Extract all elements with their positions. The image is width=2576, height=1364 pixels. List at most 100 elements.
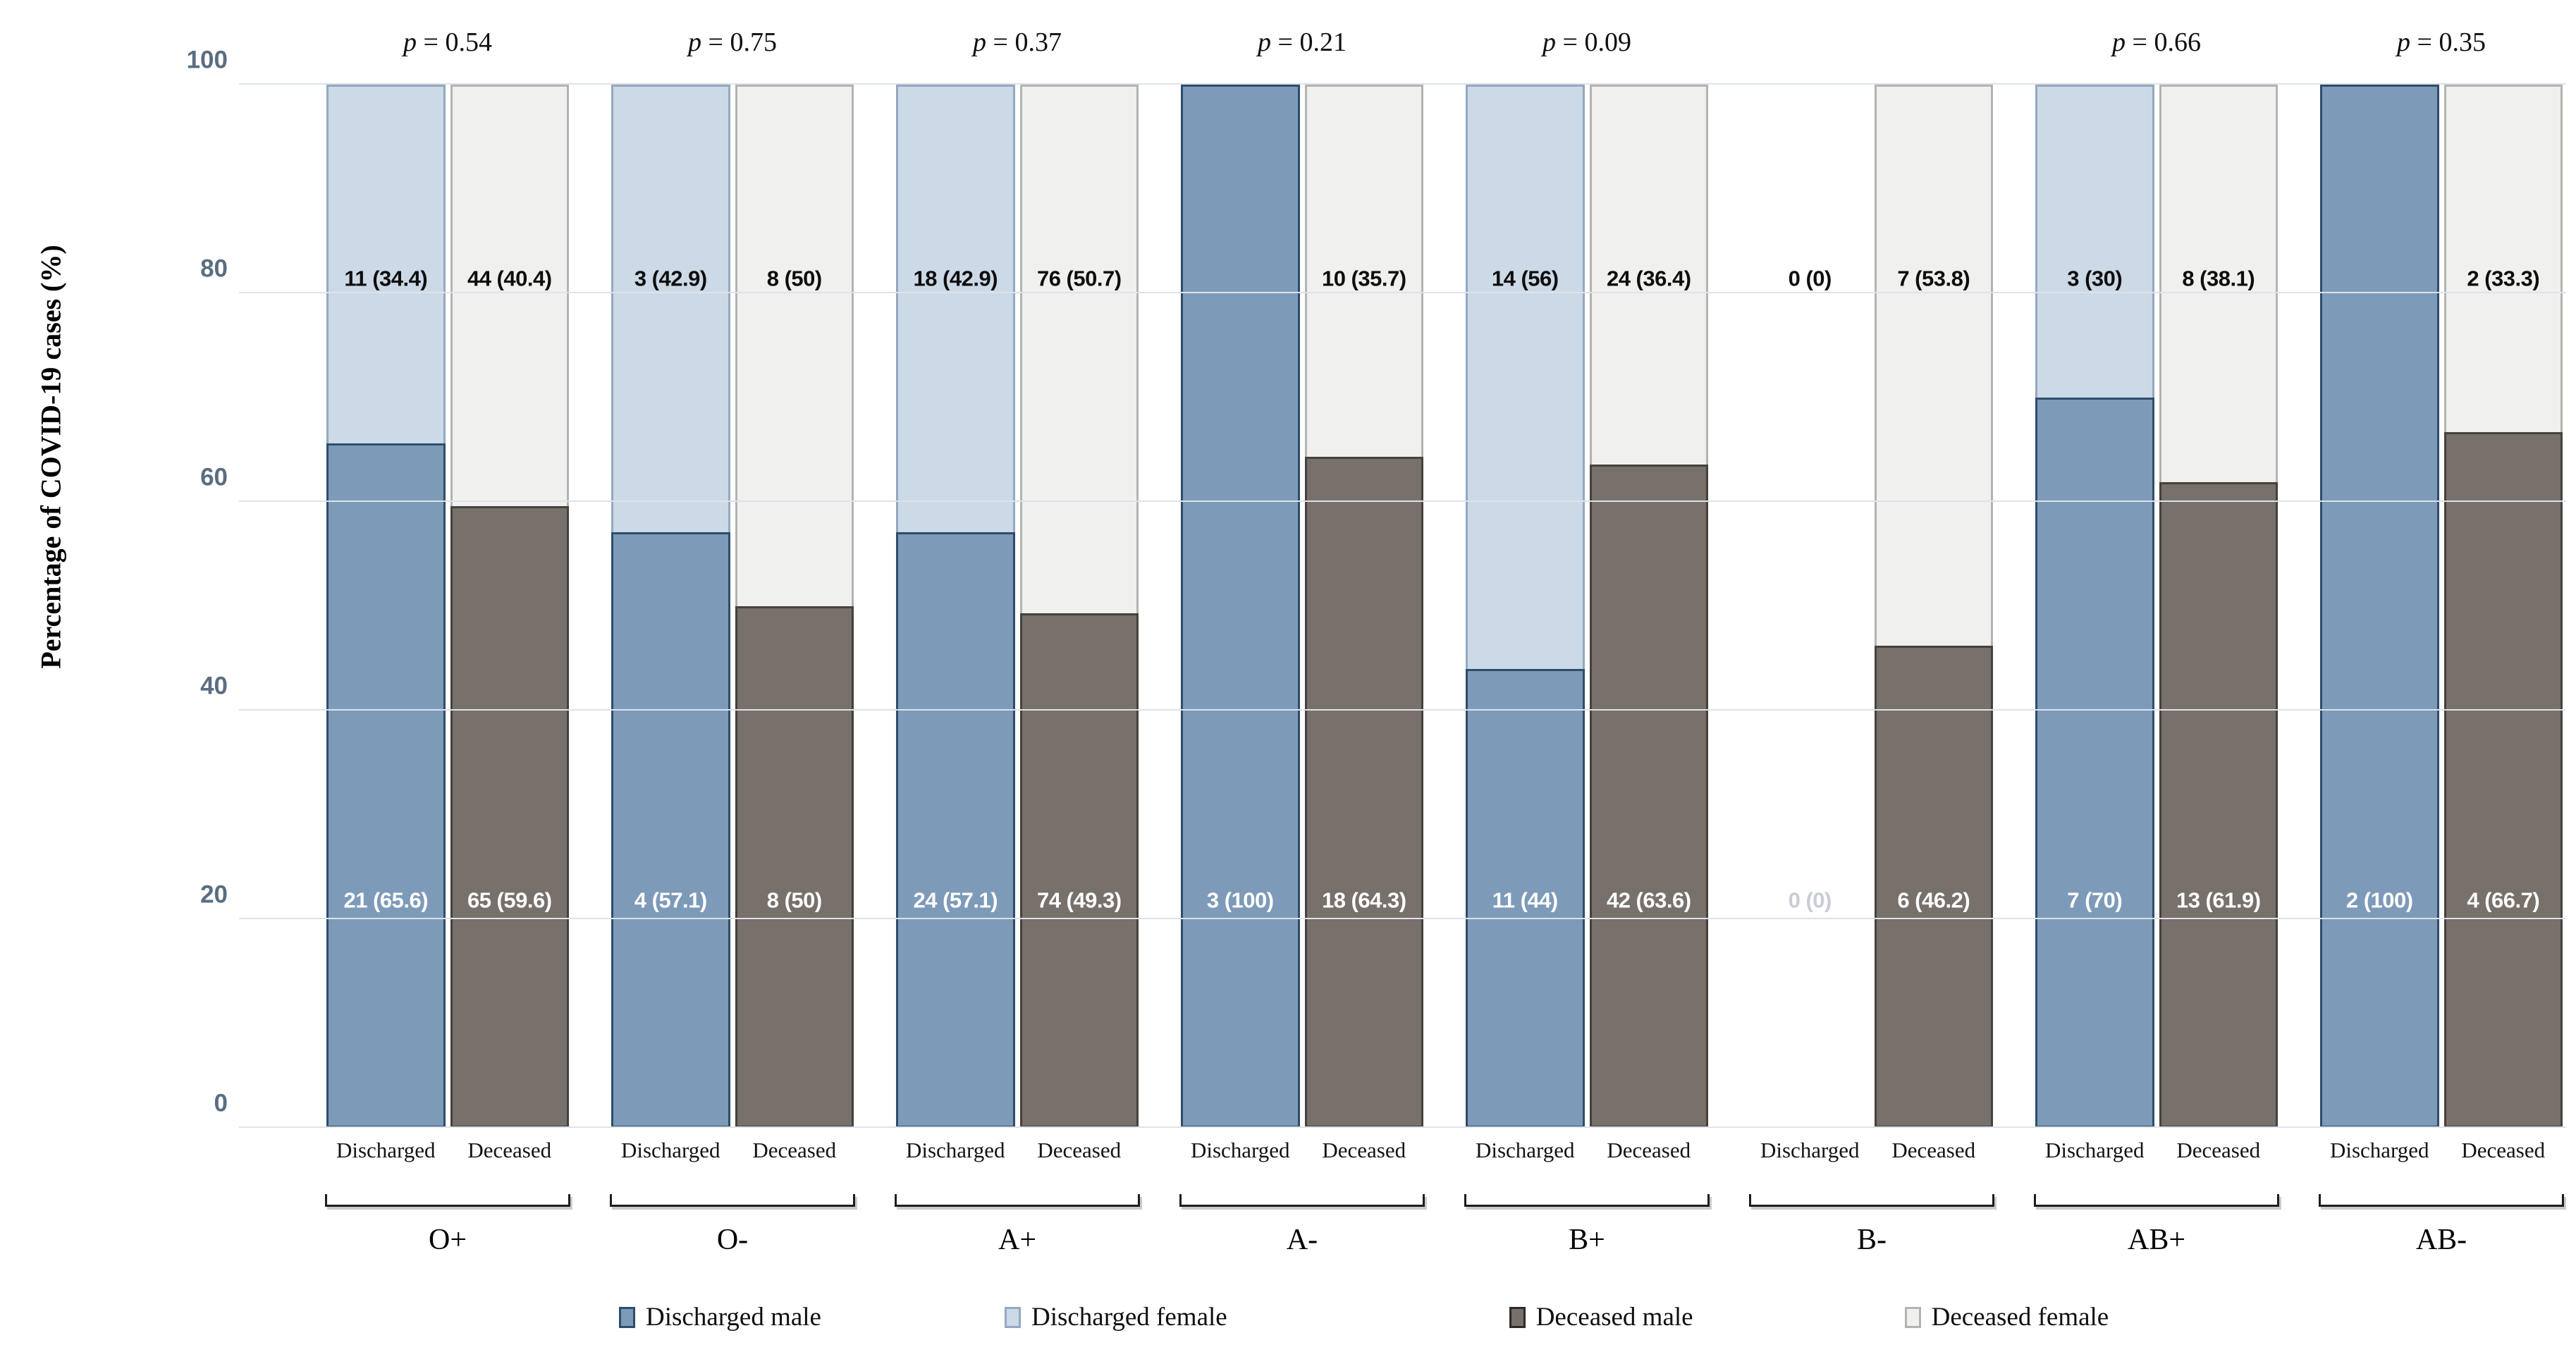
bar-male-count-label: 4 (57.1) [634, 887, 707, 913]
ticks-cell-AB+: Discharged Deceased [2014, 1136, 2299, 1165]
condition-label: Discharged [336, 1138, 436, 1162]
bar-female-count-label: 8 (38.1) [2182, 266, 2255, 291]
bracket-cell-O+: O+ [305, 1194, 590, 1255]
condition-label: Discharged [2044, 1138, 2145, 1162]
bar-segment-discharged-male [326, 443, 446, 1128]
bracket-cell-AB+: AB+ [2014, 1194, 2299, 1255]
legend-item-xf: Deceased female [1904, 1304, 2109, 1330]
bar-segment-discharged-male [1466, 668, 1585, 1128]
bar-male-count-label: 18 (64.3) [1321, 887, 1406, 913]
bar-O--Discharged: 3 (42.9) 4 (57.1) [611, 85, 730, 1128]
y-tick-label: 100 [186, 46, 228, 74]
bar-segment-discharged-male [896, 532, 1015, 1128]
blood-group-label: O- [716, 1224, 749, 1256]
p-value: p = 0.66 [2112, 27, 2201, 57]
bars-pair: 3 (30) 7 (70) 8 (38.1) 13 (61.9) [2035, 85, 2278, 1128]
bar-female-count-label: 44 (40.4) [467, 266, 552, 291]
ticks-cell-O-: Discharged Deceased [590, 1136, 875, 1165]
bar-male-count-label: 42 (63.6) [1606, 887, 1691, 913]
p-value [1729, 28, 2014, 58]
bar-A--Deceased: 10 (35.7) 18 (64.3) [1304, 85, 1423, 1128]
bar-segment-deceased-female [1019, 85, 1139, 614]
bar-A+-Deceased: 76 (50.7) 74 (49.3) [1019, 85, 1139, 1128]
bars-pair: 14 (56) 11 (44) 24 (36.4) 42 (63.6) [1466, 85, 1708, 1128]
bar-segment-deceased-female [1589, 85, 1708, 465]
ticks-cell-A+: Discharged Deceased [875, 1136, 1160, 1165]
group-bracket [2034, 1194, 2279, 1207]
legend-swatch-dm [619, 1306, 635, 1328]
plot-area: 11 (34.4) 21 (65.6) 44 (40.4) 65 (59.6) 3 (4… [187, 48, 2566, 1128]
blood-group-brackets: O+ O- A+ A- B+ B- AB+ AB- [305, 1194, 2576, 1255]
bar-segment-deceased-male [450, 505, 569, 1128]
bar-segment-discharged-female [2035, 85, 2154, 398]
bar-segment-discharged-female [611, 85, 730, 532]
bracket-cell-AB-: AB- [2299, 1194, 2576, 1255]
bar-AB+-Deceased: 8 (38.1) 13 (61.9) [2159, 85, 2278, 1128]
blood-group-label: A- [1286, 1224, 1318, 1256]
bar-female-count-label: 2 (33.3) [2467, 266, 2540, 291]
bar-female-count-label: 11 (34.4) [344, 266, 428, 291]
condition-label: Discharged [1760, 1138, 1860, 1162]
bar-male-count-label: 21 (65.6) [343, 887, 429, 913]
bracket-cell-B-: B- [1729, 1194, 2014, 1255]
p-value: p = 0.54 [403, 27, 492, 57]
bracket-cell-A+: A+ [875, 1194, 1160, 1255]
condition-label: Deceased [467, 1138, 552, 1162]
bar-segment-discharged-male [2035, 398, 2154, 1128]
condition-label: Deceased [1607, 1138, 1691, 1162]
p-value: p = 0.35 [2397, 27, 2486, 57]
bar-male-count-label: 7 (70) [2067, 887, 2123, 913]
bar-B--Deceased: 7 (53.8) 6 (46.2) [1874, 85, 1993, 1128]
group-bracket [610, 1194, 855, 1207]
group-bracket [1749, 1194, 1994, 1207]
bar-segment-deceased-male [1874, 646, 1993, 1128]
bar-segment-deceased-female [2159, 85, 2278, 482]
bar-segment-deceased-male [1019, 613, 1139, 1128]
bar-female-count-label: 0 (0) [1788, 266, 1832, 291]
blood-group-label: AB- [2415, 1224, 2467, 1256]
bar-segment-discharged-female [326, 85, 446, 444]
bars-pair: 3 (100) 10 (35.7) 18 (64.3) [1181, 85, 1423, 1128]
bar-segment-deceased-male [1589, 464, 1708, 1128]
condition-label: Discharged [620, 1138, 720, 1162]
bar-segment-discharged-female [1466, 85, 1585, 669]
blood-group-label: A+ [998, 1224, 1037, 1256]
legend-swatch-xf [1904, 1306, 1921, 1328]
bar-AB--Discharged: 2 (100) [2320, 85, 2439, 1128]
group-bracket [325, 1194, 570, 1207]
bar-female-count-label: 14 (56) [1491, 266, 1559, 291]
group-bracket [2319, 1194, 2564, 1207]
bar-B--Discharged: 0 (0) 0 (0) [1750, 85, 1870, 1128]
bar-A+-Discharged: 18 (42.9) 24 (57.1) [896, 85, 1015, 1128]
condition-label: Discharged [905, 1138, 1005, 1162]
legend-swatch-xm [1509, 1306, 1526, 1328]
bar-female-count-label: 18 (42.9) [913, 266, 998, 291]
bars-pair: 11 (34.4) 21 (65.6) 44 (40.4) 65 (59.6) [326, 85, 569, 1128]
p-value-row: p = 0.54 p = 0.75 p = 0.37 p = 0.21 p = 0.09… [305, 27, 2576, 58]
legend-item-dm: Discharged male [619, 1304, 821, 1330]
ticks-cell-B-: Discharged Deceased [1729, 1136, 2014, 1165]
y-axis-title: Percentage of COVID-19 cases (%) [35, 245, 67, 669]
legend-swatch-df [1004, 1306, 1021, 1328]
bar-male-count-label: 4 (66.7) [2467, 887, 2540, 913]
bar-female-count-label: 10 (35.7) [1321, 266, 1406, 291]
group-A+: 18 (42.9) 24 (57.1) 76 (50.7) 74 (49.3) [875, 85, 1160, 1128]
bars-pair: 18 (42.9) 24 (57.1) 76 (50.7) 74 (49.3) [896, 85, 1139, 1128]
bar-segment-deceased-male [735, 606, 854, 1128]
blood-group-label: O+ [428, 1224, 467, 1256]
bar-female-count-label: 8 (50) [766, 266, 822, 291]
bar-segment-deceased-male [2159, 481, 2278, 1128]
p-value: p = 0.09 [1542, 27, 1631, 57]
y-tick-label: 20 [200, 880, 228, 909]
group-A-: 3 (100) 10 (35.7) 18 (64.3) [1160, 85, 1445, 1128]
bar-segment-discharged-female [896, 85, 1015, 532]
bracket-cell-B+: B+ [1445, 1194, 1729, 1255]
bar-male-count-label: 11 (44) [1492, 887, 1559, 913]
legend-item-df: Discharged female [1004, 1304, 1227, 1330]
y-tick-label: 60 [200, 463, 228, 491]
group-O-: 3 (42.9) 4 (57.1) 8 (50) 8 (50) [590, 85, 875, 1128]
ticks-cell-AB-: Discharged Deceased [2299, 1136, 2576, 1165]
condition-label: Deceased [2461, 1138, 2546, 1162]
bar-A--Discharged: 3 (100) [1181, 85, 1300, 1128]
